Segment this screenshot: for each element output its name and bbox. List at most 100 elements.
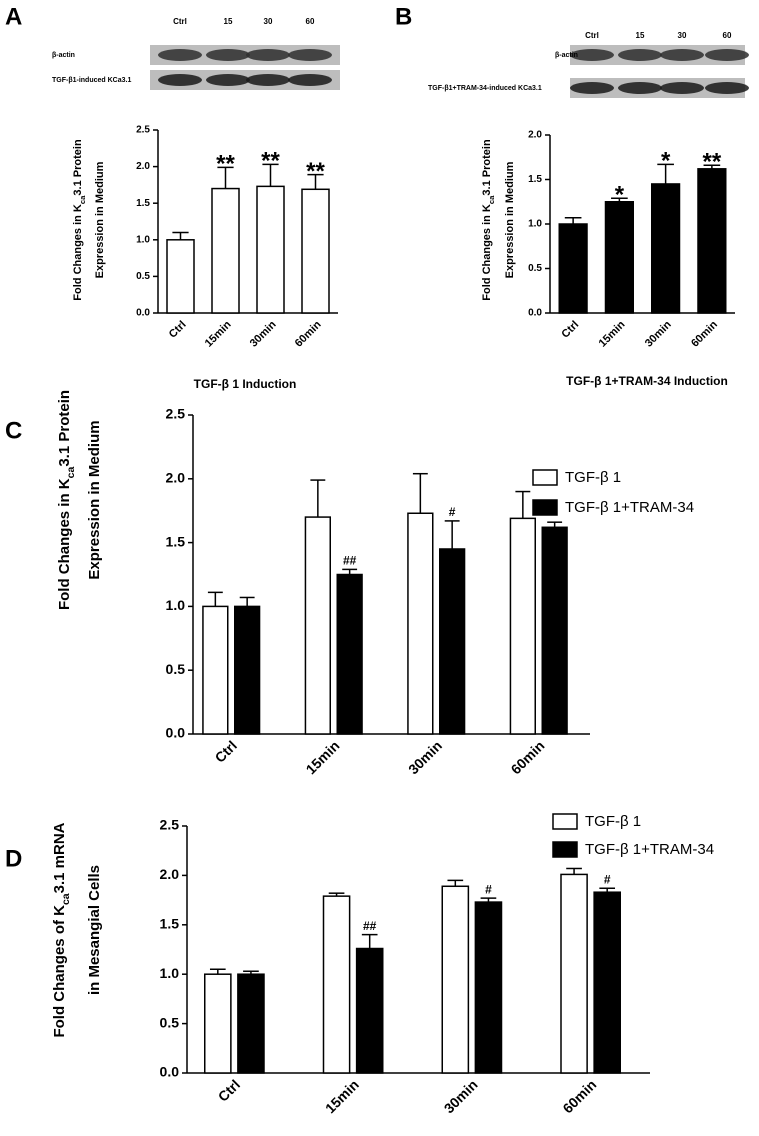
legend-label: TGF-β 1	[565, 469, 621, 486]
blot-band	[618, 49, 662, 61]
legend-label: TGF-β 1	[585, 813, 641, 830]
significance-label: #	[449, 505, 456, 519]
blot-lane-label: 30	[678, 31, 687, 40]
blot-row-label: β-actin	[555, 52, 578, 59]
panel: B Ctrl 15 30 60 β-actin TGF-β1+TRAM-34-induced…	[395, 3, 749, 388]
bar	[304, 516, 332, 735]
y-axis-title: Fold Changes in Kca3.1 Protein	[72, 139, 87, 301]
y-tick-label: 2.0	[160, 866, 180, 882]
bar	[322, 895, 351, 1074]
panel-letter: B	[395, 3, 412, 30]
x-tick-label: 30min	[405, 737, 445, 777]
bar	[560, 873, 588, 1074]
y-tick-label: 0.0	[166, 725, 186, 741]
y-tick-label: 0.5	[160, 1014, 180, 1030]
blot-lane-label: 15	[636, 31, 645, 40]
bar	[336, 573, 363, 735]
y-tick-label: 2.5	[166, 406, 186, 422]
blot-band	[288, 74, 332, 86]
y-tick-label: 0.5	[166, 661, 186, 677]
bar	[211, 187, 240, 314]
x-tick-label: 30min	[441, 1076, 481, 1116]
y-tick-label: 2.0	[528, 130, 542, 141]
blot-lane-label: 30	[264, 17, 273, 26]
legend-label: TGF-β 1+TRAM-34	[585, 841, 714, 858]
y-tick-label: 0.0	[528, 308, 542, 319]
legend-swatch	[552, 841, 578, 858]
y-axis-title-part: Expression in Medium	[504, 161, 516, 278]
y-tick-label: 2.0	[136, 161, 150, 172]
y-axis-title-part: 3.1 mRNA	[51, 822, 68, 893]
panel-letter: D	[5, 845, 22, 872]
blot-lane-label: 15	[224, 17, 233, 26]
blot-row-label: β-actin	[52, 52, 75, 59]
x-axis-title: TGF-β 1 Induction	[194, 377, 297, 391]
legend-swatch	[532, 499, 558, 516]
significance-label: **	[216, 151, 235, 178]
bar	[355, 947, 384, 1074]
blot-lane-label: 60	[306, 17, 315, 26]
panel: A Ctrl 15 30 60 β-actin TGF-β1-induced KCa3.1 0…	[5, 3, 340, 391]
x-tick-label: 15min	[597, 318, 628, 349]
bar	[166, 239, 195, 314]
significance-label: #	[485, 882, 492, 896]
blot-band	[288, 49, 332, 61]
x-tick-label: Ctrl	[559, 319, 581, 341]
bar	[604, 201, 634, 314]
bar	[558, 223, 588, 314]
panel: D 0.0 0.5 1.0 1.5 2.0 2.5 Fold Changes of Kca3.…	[5, 813, 714, 1116]
x-tick-label: 15min	[303, 737, 343, 777]
x-tick-label: 15min	[322, 1076, 362, 1116]
bar	[474, 901, 503, 1074]
x-tick-label: 15min	[203, 318, 234, 349]
y-tick-label: 1.0	[160, 965, 180, 981]
y-axis-title: Expression in Medium	[94, 161, 106, 278]
bar	[202, 605, 229, 735]
bar	[301, 188, 330, 314]
y-tick-label: 0.0	[136, 308, 150, 319]
y-tick-label: 2.5	[160, 817, 180, 833]
y-axis-title-part: Fold Changes in K	[72, 204, 84, 301]
blot-lane-label: 60	[723, 31, 732, 40]
x-tick-label: Ctrl	[212, 737, 240, 765]
x-tick-label: Ctrl	[215, 1076, 243, 1104]
y-axis-title-part: ca	[78, 195, 87, 204]
y-axis-title-part: 3.1 Protein	[56, 390, 73, 467]
x-axis-title: TGF-β 1+TRAM-34 Induction	[566, 374, 728, 388]
y-axis-title-part: 3.1 Protein	[72, 139, 84, 196]
y-axis-title-part: Expression in Medium	[94, 161, 106, 278]
y-axis-title-part: ca	[65, 467, 77, 479]
blot-band	[206, 49, 250, 61]
bar	[256, 185, 285, 314]
x-tick-label: 30min	[643, 318, 674, 349]
y-tick-label: 1.0	[528, 219, 542, 230]
panel-letter: A	[5, 3, 22, 30]
y-axis-title: Fold Changes in Kca3.1 Protein	[481, 139, 496, 301]
y-axis-title-part: ca	[487, 195, 496, 204]
blot-lane-label: Ctrl	[585, 31, 599, 40]
y-axis-title: Fold Changes of Kca3.1 mRNA	[51, 822, 72, 1037]
significance-label: **	[306, 158, 325, 185]
y-tick-label: 1.5	[528, 174, 542, 185]
y-tick-label: 1.5	[166, 533, 186, 549]
bar	[509, 517, 537, 735]
bar	[541, 526, 568, 735]
bar	[439, 548, 466, 735]
blot-band	[705, 49, 749, 61]
bar	[234, 605, 261, 735]
significance-label: *	[661, 148, 671, 175]
blot-band	[660, 82, 704, 94]
y-axis-title-part: Fold Changes in K	[56, 478, 73, 610]
legend-label: TGF-β 1+TRAM-34	[565, 499, 694, 516]
x-tick-label: Ctrl	[167, 319, 189, 341]
x-tick-label: 60min	[508, 737, 548, 777]
bar	[407, 512, 434, 735]
y-axis-title-part: Expression in Medium	[86, 420, 103, 579]
y-axis-title-part: 3.1 Protein	[481, 139, 493, 196]
bar	[441, 885, 470, 1074]
bar	[237, 973, 265, 1074]
significance-label: #	[604, 872, 611, 886]
blot-band	[660, 49, 704, 61]
y-tick-label: 1.5	[136, 198, 150, 209]
